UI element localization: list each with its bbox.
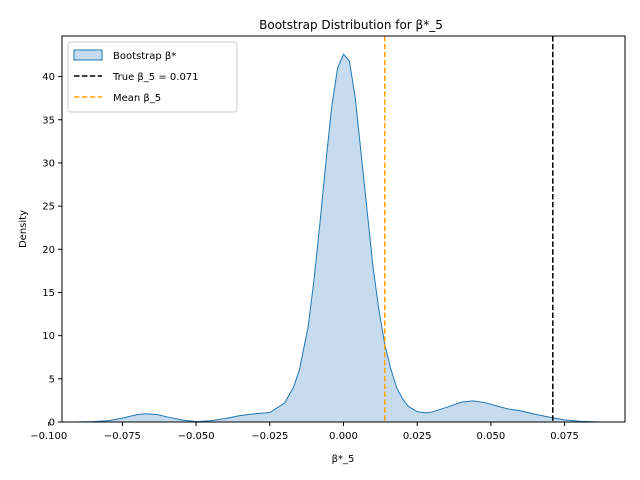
- y-tick-label: 5: [49, 374, 55, 385]
- x-tick-label: 0.050: [477, 431, 506, 442]
- y-tick-label: 35: [42, 115, 55, 126]
- x-tick-label: 0.075: [550, 431, 579, 442]
- x-tick-label: −0.075: [104, 431, 141, 442]
- kde-curve: [75, 53, 600, 423]
- x-tick-label: −0.050: [178, 431, 215, 442]
- kde-area-fill: [75, 54, 600, 422]
- y-tick-label: 15: [42, 288, 55, 299]
- y-axis-ticks: 0 5 10 15 20 25 30 35 40: [42, 72, 62, 429]
- x-axis-label: β*_5: [332, 454, 355, 465]
- y-tick-label: 0: [49, 418, 55, 429]
- legend: Bootstrap β* True β_5 = 0.071 Mean β_5: [67, 41, 238, 113]
- legend-label-bootstrap: Bootstrap β*: [113, 51, 176, 62]
- x-axis-ticks: −0.100 −0.075 −0.050 −0.025 0.000 0.025 0.050 0…: [30, 422, 579, 442]
- x-tick-label: 0.025: [403, 431, 432, 442]
- legend-swatch-bootstrap: [73, 49, 103, 61]
- x-tick-label: 0.000: [329, 431, 358, 442]
- chart-title: Bootstrap Distribution for β*_5: [259, 18, 443, 32]
- y-tick-label: 40: [42, 72, 55, 83]
- x-tick-label: −0.100: [30, 431, 67, 442]
- legend-frame: [67, 41, 238, 113]
- legend-label-true-beta: True β_5 = 0.071: [112, 72, 199, 83]
- y-tick-label: 30: [42, 158, 55, 169]
- y-tick-label: 10: [42, 331, 55, 342]
- y-axis-label: Density: [18, 210, 29, 248]
- y-tick-label: 25: [42, 202, 55, 213]
- legend-label-mean-beta: Mean β_5: [113, 93, 161, 104]
- y-tick-label: 20: [42, 245, 55, 256]
- x-tick-label: −0.025: [251, 431, 288, 442]
